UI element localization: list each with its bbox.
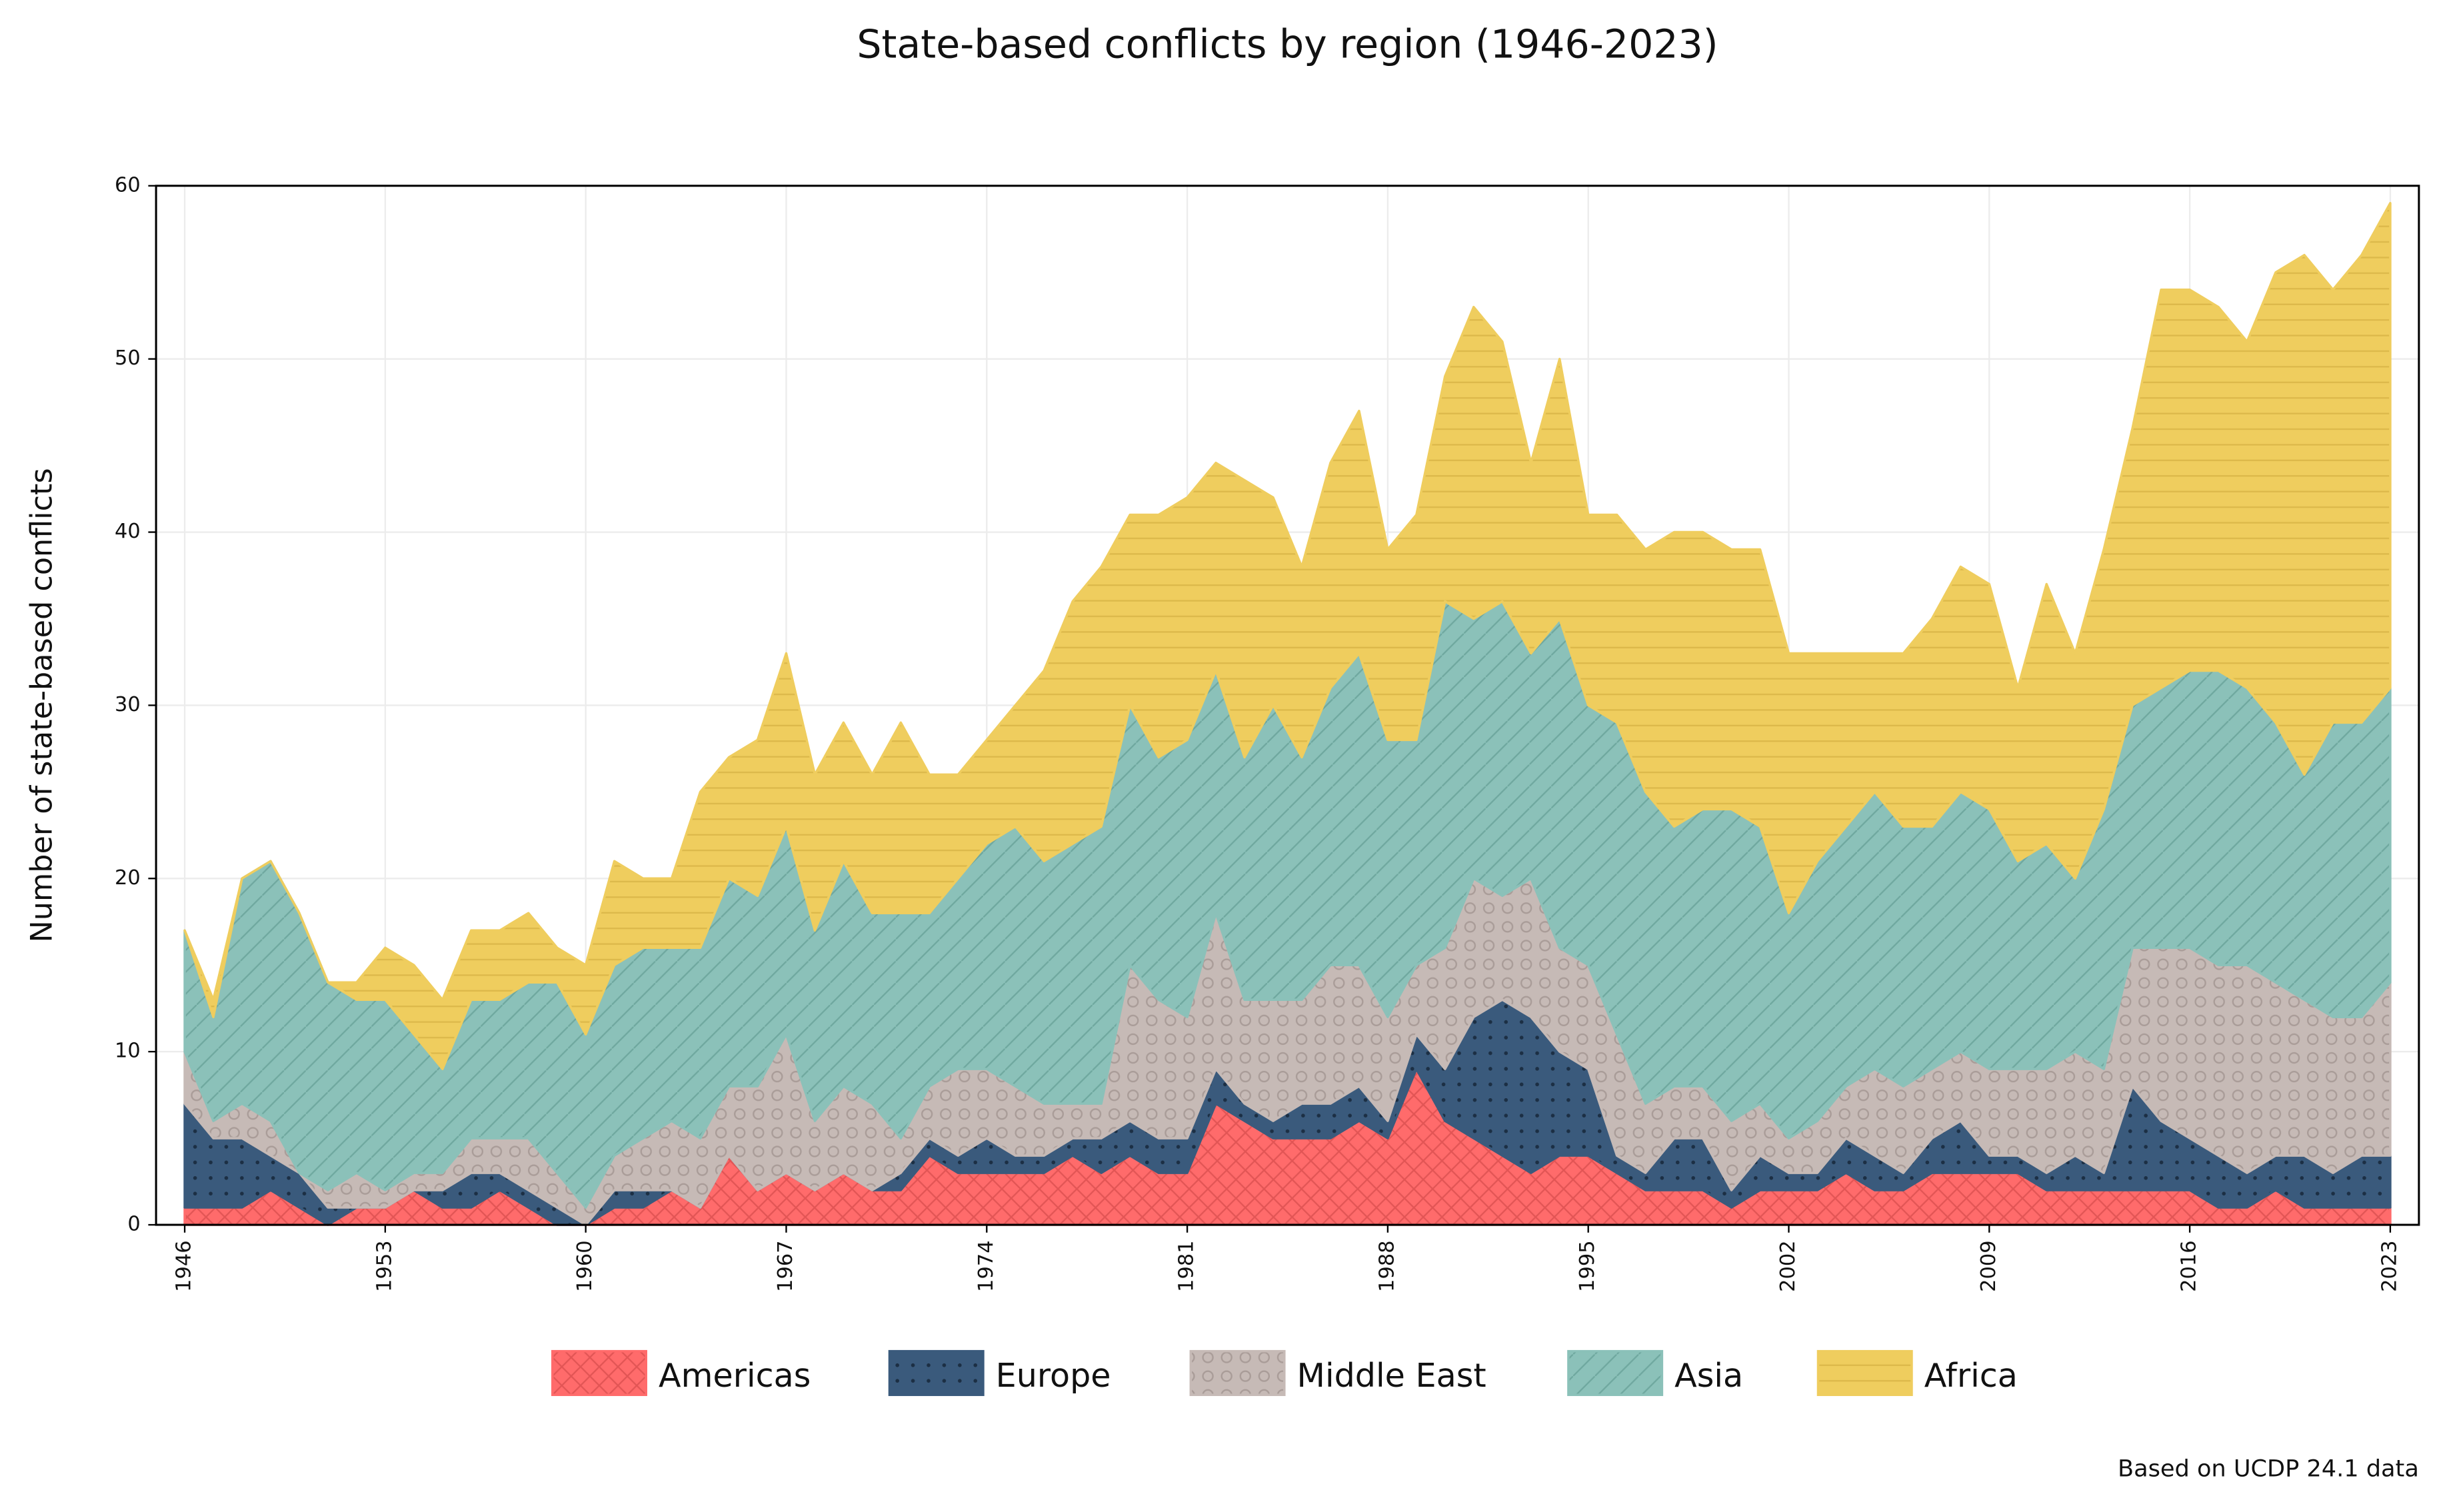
x-tick-label: 1988 (1375, 1240, 1398, 1291)
y-tick-label: 40 (115, 520, 141, 543)
plot-area (156, 185, 2419, 1226)
legend-label: Americas (659, 1356, 811, 1395)
y-tick-label: 20 (115, 866, 141, 890)
x-tick-label: 1981 (1175, 1240, 1199, 1291)
legend-label: Middle East (1297, 1356, 1486, 1395)
legend-swatch (1567, 1349, 1664, 1396)
legend-label: Europe (996, 1356, 1111, 1395)
legend-label: Asia (1674, 1356, 1743, 1395)
legend-swatch (888, 1349, 985, 1396)
area (183, 202, 2392, 1070)
x-tick-label: 2016 (2178, 1240, 2201, 1291)
legend: Americas Europe Middle East Asia Africa (551, 1349, 2018, 1396)
x-tick-label: 1953 (373, 1240, 396, 1291)
x-tick-label: 2002 (1776, 1240, 1800, 1291)
x-tick-label: 1974 (975, 1240, 998, 1291)
y-tick-label: 30 (115, 693, 141, 716)
x-tick-label: 1960 (573, 1240, 597, 1291)
y-tick-label: 50 (115, 347, 141, 370)
y-axis-label: Number of state-based conflicts (25, 468, 59, 942)
x-tick-label: 2023 (2378, 1240, 2401, 1291)
x-tick-label: 1967 (774, 1240, 797, 1291)
legend-swatch (1816, 1349, 1913, 1396)
x-tick-label: 2009 (1977, 1240, 2000, 1291)
source-note: Based on UCDP 24.1 data (2118, 1455, 2419, 1483)
y-tick-label: 0 (127, 1213, 140, 1236)
chart-title: State-based conflicts by region (1946-20… (857, 22, 1718, 67)
legend-swatch (1189, 1349, 1286, 1396)
legend-swatch (551, 1349, 648, 1396)
x-tick-label: 1946 (173, 1240, 196, 1291)
x-tick-label: 1995 (1576, 1240, 1599, 1291)
legend-label: Africa (1924, 1356, 2018, 1395)
y-tick-label: 10 (115, 1040, 141, 1063)
y-tick-label: 60 (115, 173, 141, 197)
